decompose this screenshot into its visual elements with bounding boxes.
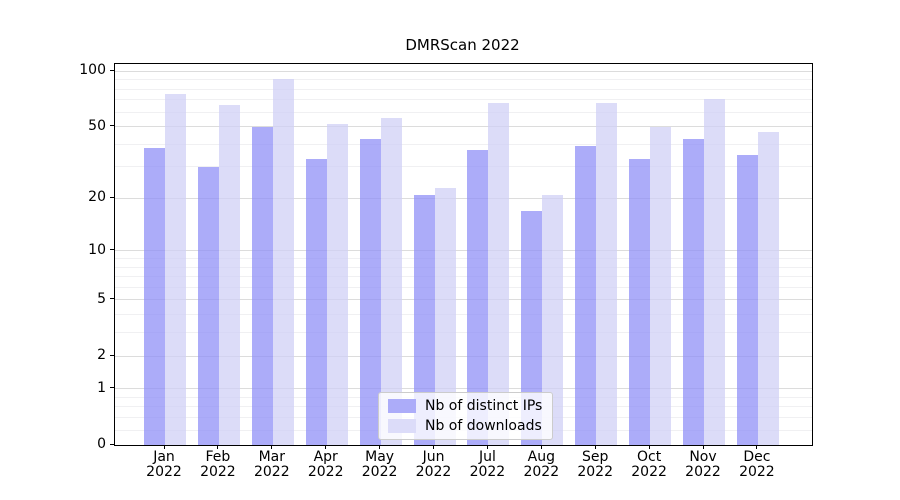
y-tick-label: 2 (97, 347, 106, 364)
x-tick-label-sep: Sep 2022 (577, 449, 613, 480)
y-tick-mark (110, 69, 114, 71)
x-tick-label-apr: Apr 2022 (307, 449, 344, 480)
x-tick-label-oct: Oct 2022 (631, 449, 667, 480)
x-tick-label-mar: Mar 2022 (253, 449, 290, 480)
gridline (115, 99, 812, 101)
gridline (115, 286, 812, 288)
bar-sep-ips (575, 146, 597, 445)
gridline (115, 332, 812, 334)
x-tick-mark (325, 445, 327, 449)
x-tick-mark (433, 445, 434, 449)
x-tick-label-jan: Jan 2022 (146, 449, 182, 480)
legend-label-distinct-ips: Nb of distinct IPs (425, 398, 543, 414)
plot-area: Nb of distinct IPs Nb of downloads (114, 63, 813, 446)
gridline (115, 143, 812, 145)
x-tick-mark (648, 445, 650, 449)
x-tick-mark (540, 445, 542, 449)
x-tick-label-feb: Feb 2022 (200, 449, 236, 480)
bar-sep-downloads (596, 103, 618, 445)
bar-nov-ips (683, 138, 704, 445)
x-tick-label-jul: Jul 2022 (469, 449, 506, 480)
gridline (115, 126, 812, 128)
bar-may-downloads (380, 117, 402, 445)
bar-aug-ips (521, 210, 543, 445)
x-tick-label-nov: Nov 2022 (685, 449, 721, 480)
x-tick-label-aug: Aug 2022 (523, 449, 560, 480)
x-tick-mark (271, 445, 273, 449)
y-tick-label: 100 (79, 62, 106, 79)
gridline (115, 355, 812, 357)
gridline (115, 314, 812, 316)
y-tick-mark (110, 443, 114, 445)
bar-jan-downloads (165, 94, 186, 445)
y-tick-label: 50 (88, 117, 106, 134)
bar-mar-downloads (272, 78, 294, 445)
legend-item-downloads: Nb of downloads (388, 418, 542, 434)
gridline (115, 276, 812, 278)
bar-apr-ips (305, 159, 327, 445)
gridline (115, 299, 812, 301)
bar-feb-ips (197, 166, 219, 445)
bar-aug-downloads (542, 194, 564, 445)
bar-jun-downloads (434, 187, 456, 445)
legend-item-distinct-ips: Nb of distinct IPs (388, 398, 542, 414)
x-tick-label-jun: Jun 2022 (415, 449, 452, 480)
chart-title: DMRScan 2022 (405, 36, 520, 54)
bar-oct-ips (629, 159, 651, 445)
x-tick-mark (756, 445, 758, 449)
y-tick-mark (110, 298, 114, 300)
bar-dec-downloads (757, 131, 779, 445)
gridline (115, 258, 812, 260)
bar-oct-downloads (650, 126, 672, 445)
gridline (115, 111, 812, 113)
bar-may-ips (359, 138, 381, 445)
bar-feb-downloads (218, 104, 240, 445)
legend-swatch-distinct-ips (388, 399, 416, 413)
y-tick-mark (110, 196, 114, 198)
gridline (115, 388, 812, 390)
legend-label-downloads: Nb of downloads (425, 418, 542, 434)
bar-jun-ips (413, 194, 435, 445)
gridline (115, 88, 812, 90)
bar-jul-downloads (488, 103, 510, 445)
x-tick-label-may: May 2022 (361, 449, 398, 480)
gridline (115, 70, 812, 72)
y-tick-mark (110, 249, 114, 251)
x-tick-mark (594, 445, 596, 449)
bar-nov-downloads (704, 98, 725, 445)
gridline (115, 197, 812, 199)
x-tick-mark (163, 445, 165, 449)
legend-swatch-downloads (388, 419, 416, 433)
bar-jan-ips (144, 148, 165, 445)
x-tick-mark (217, 445, 219, 449)
y-tick-label: 20 (88, 189, 106, 206)
y-tick-mark (110, 125, 114, 127)
bar-mar-ips (251, 126, 273, 445)
x-tick-mark (486, 445, 488, 449)
y-tick-mark (110, 387, 114, 389)
y-tick-label: 1 (97, 379, 106, 396)
y-tick-label: 0 (97, 436, 106, 452)
x-tick-label-dec: Dec 2022 (739, 449, 775, 480)
gridline (115, 266, 812, 268)
gridline (115, 250, 812, 252)
bar-apr-downloads (326, 123, 348, 445)
bar-jul-ips (467, 150, 489, 445)
legend: Nb of distinct IPs Nb of downloads (378, 392, 554, 440)
gridline (115, 166, 812, 168)
bar-dec-ips (736, 154, 758, 445)
x-tick-mark (702, 445, 704, 449)
y-tick-label: 10 (88, 241, 106, 258)
y-tick-label: 5 (97, 290, 106, 307)
x-tick-mark (379, 445, 381, 449)
gridline (115, 79, 812, 81)
y-tick-mark (110, 354, 114, 356)
